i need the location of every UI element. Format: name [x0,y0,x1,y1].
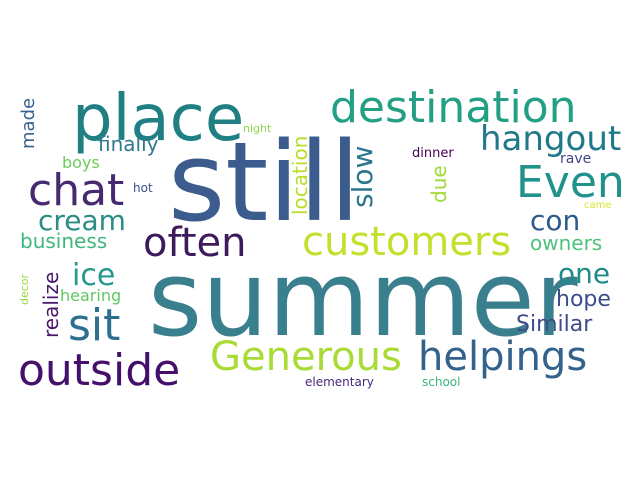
word-finally: finally [98,132,159,156]
word-one: one [558,257,610,290]
word-hearing: hearing [60,286,121,305]
word-came: came [584,200,612,211]
word-customers: customers [302,219,511,265]
word-elementary: elementary [305,375,374,389]
word-owners: owners [530,231,602,255]
word-night: night [243,122,272,135]
word-due: due [427,165,451,203]
word-dinner: dinner [412,146,454,161]
word-ice: ice [72,258,115,293]
word-business: business [20,229,107,253]
word-generous: Generous [210,334,402,380]
word-helpings: helpings [418,334,587,380]
word-realize: realize [39,272,63,338]
word-outside: outside [18,345,180,396]
word-destination: destination [330,82,577,133]
word-often: often [143,220,247,266]
word-rave: rave [560,151,591,167]
word-even: Even [516,157,625,208]
word-con: con [530,204,580,237]
word-place: place [72,82,244,156]
word-school: school [422,375,460,389]
word-still: still [168,118,360,246]
word-hangout: hangout [480,119,621,159]
word-hope: hope [556,287,611,312]
word-location: location [288,136,312,215]
word-boys: boys [62,153,100,172]
word-similar: Similar [516,312,593,337]
word-sit: sit [68,300,120,351]
word-decor: decor [18,273,31,305]
word-made: made [18,98,39,149]
word-slow: slow [346,146,379,208]
word-hot: hot [133,181,153,195]
word-summer: summer [148,238,578,360]
word-chat: chat [28,165,124,216]
word-cream: cream [38,204,126,237]
